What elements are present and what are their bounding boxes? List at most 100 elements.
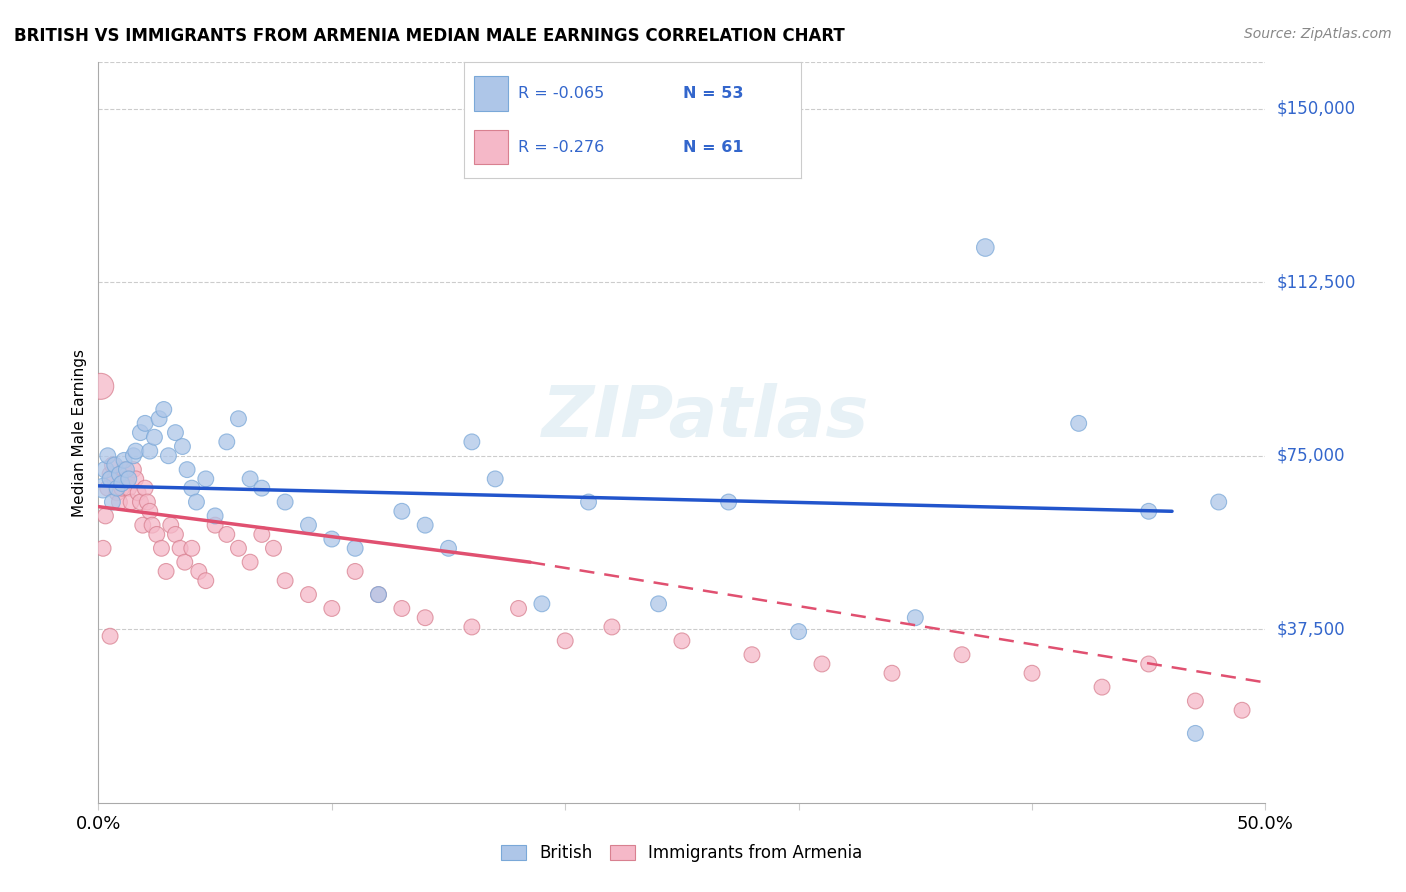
Point — [1184, 694, 1206, 708]
Point — [141, 518, 163, 533]
Point — [741, 648, 763, 662]
Point — [165, 425, 187, 440]
Point — [94, 462, 117, 476]
Point — [239, 472, 262, 486]
Text: $112,500: $112,500 — [1277, 273, 1355, 291]
Point — [413, 518, 436, 533]
Point — [391, 601, 413, 615]
Point — [194, 574, 217, 588]
Point — [239, 555, 262, 569]
Point — [461, 434, 484, 449]
Point — [484, 472, 506, 486]
Point — [115, 462, 138, 476]
Point — [129, 425, 152, 440]
Point — [274, 495, 297, 509]
Point — [101, 495, 124, 509]
Point — [647, 597, 669, 611]
Point — [122, 462, 145, 476]
Point — [111, 481, 134, 495]
Point — [132, 518, 155, 533]
Y-axis label: Median Male Earnings: Median Male Earnings — [72, 349, 87, 516]
Point — [215, 434, 238, 449]
Point — [530, 597, 553, 611]
Point — [150, 541, 173, 556]
Point — [187, 565, 209, 579]
Text: BRITISH VS IMMIGRANTS FROM ARMENIA MEDIAN MALE EARNINGS CORRELATION CHART: BRITISH VS IMMIGRANTS FROM ARMENIA MEDIA… — [14, 27, 845, 45]
Text: N = 61: N = 61 — [683, 139, 744, 154]
Point — [321, 532, 343, 546]
Point — [1208, 495, 1230, 509]
Point — [413, 610, 436, 624]
Point — [950, 648, 973, 662]
Point — [112, 462, 135, 476]
Point — [180, 481, 202, 495]
Point — [204, 518, 226, 533]
Point — [91, 481, 114, 495]
Point — [98, 472, 121, 486]
Point — [108, 495, 131, 509]
Point — [228, 541, 250, 556]
Point — [125, 444, 148, 458]
Point — [172, 440, 194, 454]
Point — [129, 495, 152, 509]
Point — [880, 666, 903, 681]
Point — [344, 565, 367, 579]
Point — [578, 495, 600, 509]
Point — [118, 481, 141, 495]
Point — [134, 417, 156, 431]
Point — [391, 504, 413, 518]
Point — [1091, 680, 1114, 694]
Point — [105, 481, 128, 495]
Point — [1021, 666, 1043, 681]
Point — [148, 411, 170, 425]
Point — [321, 601, 343, 615]
Point — [904, 610, 927, 624]
Point — [297, 518, 319, 533]
Point — [127, 485, 149, 500]
Point — [274, 574, 297, 588]
Point — [180, 541, 202, 556]
Point — [173, 555, 195, 569]
Point — [169, 541, 191, 556]
Point — [104, 472, 127, 486]
Point — [152, 402, 174, 417]
Point — [97, 481, 120, 495]
Point — [143, 430, 166, 444]
Text: $37,500: $37,500 — [1277, 620, 1346, 639]
Point — [155, 565, 177, 579]
Point — [344, 541, 367, 556]
Point — [186, 495, 208, 509]
Point — [1137, 657, 1160, 671]
Point — [176, 462, 198, 476]
Point — [250, 527, 273, 541]
Point — [118, 472, 141, 486]
Text: R = -0.276: R = -0.276 — [517, 139, 605, 154]
Point — [1184, 726, 1206, 740]
Point — [787, 624, 810, 639]
Point — [94, 508, 117, 523]
Point — [262, 541, 284, 556]
Point — [97, 449, 120, 463]
Point — [297, 588, 319, 602]
Point — [811, 657, 834, 671]
Point — [108, 467, 131, 482]
Point — [461, 620, 484, 634]
Legend: British, Immigrants from Armenia: British, Immigrants from Armenia — [495, 838, 869, 869]
Point — [1230, 703, 1253, 717]
Text: Source: ZipAtlas.com: Source: ZipAtlas.com — [1244, 27, 1392, 41]
Point — [98, 629, 121, 643]
Point — [367, 588, 389, 602]
Point — [146, 527, 169, 541]
Text: $75,000: $75,000 — [1277, 447, 1346, 465]
Point — [98, 467, 121, 482]
Point — [554, 633, 576, 648]
Point — [157, 449, 180, 463]
Point — [101, 458, 124, 472]
Point — [215, 527, 238, 541]
Point — [204, 508, 226, 523]
Point — [367, 588, 389, 602]
Point — [671, 633, 693, 648]
Text: R = -0.065: R = -0.065 — [517, 87, 605, 102]
Point — [437, 541, 460, 556]
Point — [600, 620, 623, 634]
